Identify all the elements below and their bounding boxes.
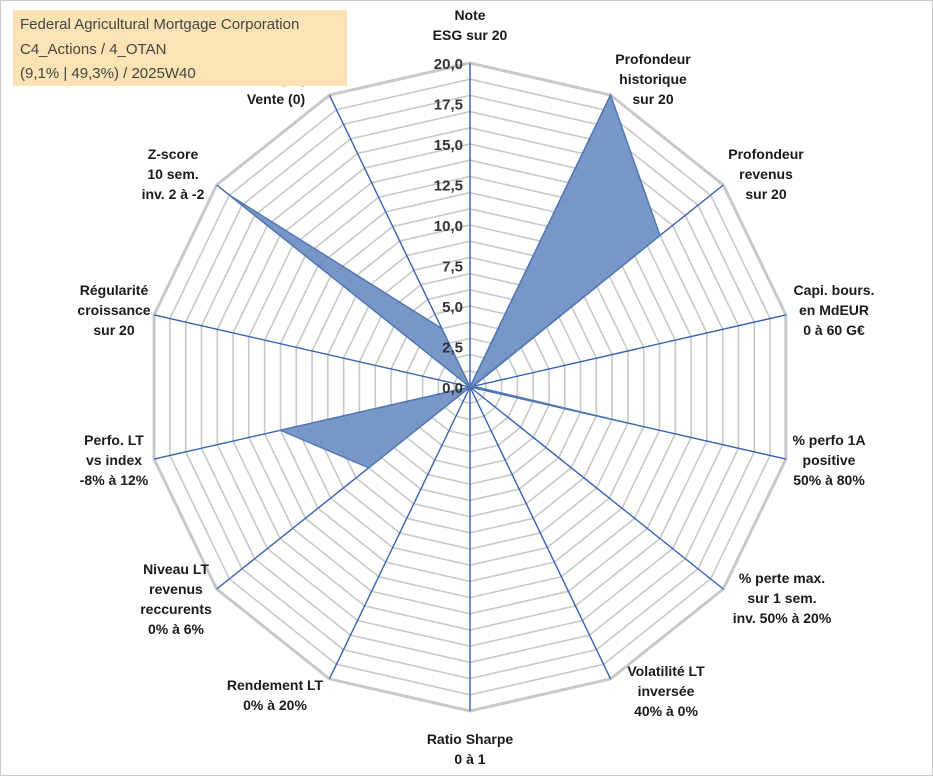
axis-label-line: Note — [454, 7, 485, 23]
axis-label-line: 10 sem. — [147, 166, 198, 182]
axis-label-line: sur 20 — [93, 322, 134, 338]
axis-label-line: historique — [619, 71, 687, 87]
radar-tick-label: 10,0 — [434, 218, 463, 235]
axis-label-line: ESG sur 20 — [433, 27, 508, 43]
axis-label-line: positive — [803, 452, 856, 468]
axis-label-line: inv. 50% à 20% — [733, 610, 832, 626]
axis-label-13: Z-score 10 sem. inv. 2 à -2 — [142, 146, 205, 202]
radar-tick-label: 5,0 — [442, 299, 463, 316]
axis-label-line: revenus — [149, 581, 203, 597]
axis-label-line: Z-score — [148, 146, 199, 162]
axis-label-line: Profondeur — [615, 51, 691, 67]
axis-label-line: Perfo. LT — [84, 432, 144, 448]
axis-label-line: croissance — [77, 302, 150, 318]
axis-label-line: 50% à 80% — [793, 472, 865, 488]
radar-tick-label: 0,0 — [442, 380, 463, 397]
axis-label-line: Profondeur — [728, 146, 804, 162]
axis-label-11: Perfo. LT vs index -8% à 12% — [80, 432, 149, 488]
axis-label-line: Régularité — [80, 282, 149, 298]
axis-label-line: inv. 2 à -2 — [142, 186, 205, 202]
axis-label-line: reccurents — [140, 601, 212, 617]
axis-label-3: Profondeur revenus sur 20 — [728, 146, 804, 202]
axis-label-line: Ratio Sharpe — [427, 731, 514, 747]
axis-label-1: Note ESG sur 20 — [433, 7, 508, 43]
axis-label-line: revenus — [739, 166, 793, 182]
axis-label-6: % perte max. sur 1 sem. inv. 50% à 20% — [733, 570, 832, 626]
axis-label-8: Ratio Sharpe 0 à 1 — [427, 731, 514, 767]
axis-label-line: Capi. bours. — [794, 282, 875, 298]
axis-label-12: Régularité croissance sur 20 — [77, 282, 150, 338]
axis-label-line: Volatilité LT — [627, 663, 705, 679]
axis-label-7: Volatilité LT inversée 40% à 0% — [627, 663, 705, 719]
axis-label-line: Vente (0) — [247, 91, 305, 107]
axis-label-5: % perfo 1A positive 50% à 80% — [792, 432, 865, 488]
axis-label-line: sur 20 — [745, 186, 786, 202]
axis-label-2: Profondeur historique sur 20 — [615, 51, 691, 107]
radar-tick-label: 15,0 — [434, 137, 463, 154]
axis-label-line: Niveau LT — [143, 561, 209, 577]
axis-label-4: Capi. bours. en MdEUR 0 à 60 G€ — [794, 282, 875, 338]
radar-tick-label: 2,5 — [442, 340, 463, 357]
axis-label-line: inversée — [638, 683, 695, 699]
radar-spoke — [470, 387, 723, 589]
info-box: Federal Agricultural Mortgage Corporatio… — [13, 10, 347, 86]
company-name: Federal Agricultural Mortgage Corporatio… — [20, 16, 299, 33]
radar-tick-label: 20,0 — [434, 56, 463, 73]
axis-label-line: -8% à 12% — [80, 472, 149, 488]
axis-label-line: Rendement LT — [227, 677, 324, 693]
radar-tick-label: 12,5 — [434, 178, 463, 195]
axis-label-line: en MdEUR — [799, 302, 869, 318]
axis-label-line: 0% à 6% — [148, 621, 205, 637]
axis-label-line: sur 1 sem. — [747, 590, 816, 606]
axis-label-line: sur 20 — [632, 91, 673, 107]
portfolio-code: C4_Actions / 4_OTAN — [20, 41, 166, 58]
axis-label-line: vs index — [86, 452, 142, 468]
period-summary: (9,1% | 49,3%) / 2025W40 — [20, 65, 196, 82]
axis-label-line: 0 à 1 — [454, 751, 485, 767]
axis-label-line: % perte max. — [739, 570, 825, 586]
axis-label-line: 40% à 0% — [634, 703, 698, 719]
axis-label-line: 0 à 60 G€ — [803, 322, 865, 338]
axis-label-line: % perfo 1A — [792, 432, 865, 448]
radar-tick-label: 7,5 — [442, 259, 463, 276]
axis-label-line: 0% à 20% — [243, 697, 307, 713]
axis-label-9: Rendement LT 0% à 20% — [227, 677, 324, 713]
axis-label-10: Niveau LT revenus reccurents 0% à 6% — [140, 561, 212, 637]
radar-tick-label: 17,5 — [434, 97, 463, 114]
